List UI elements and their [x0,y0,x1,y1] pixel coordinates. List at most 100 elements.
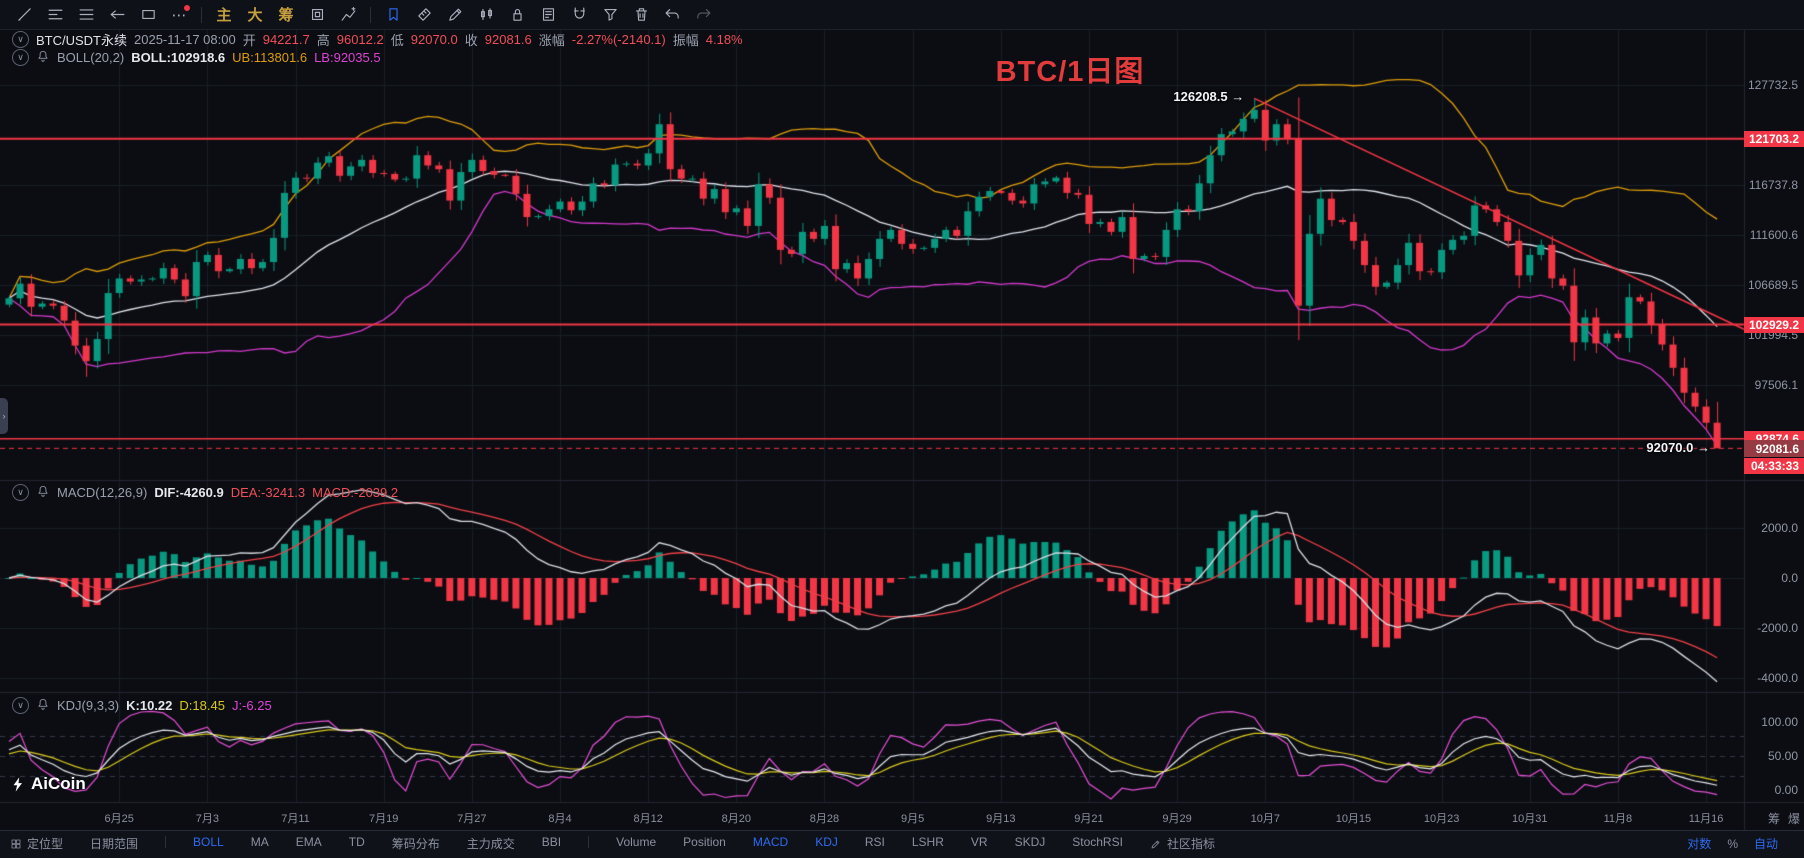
main-chart-button[interactable]: 主 [216,7,232,24]
macd-name[interactable]: MACD(12,26,9) [57,484,148,500]
time-tick-label: 9月21 [1074,813,1104,825]
redo-icon[interactable] [691,3,715,27]
tab-Position[interactable]: Position [683,835,726,849]
tab-MACD[interactable]: MACD [752,835,789,849]
kdj-k-value: K:10.22 [126,697,173,713]
tab-VR[interactable]: VR [970,835,988,849]
open-label: 开 [242,32,256,48]
tab-定位型[interactable]: 定位型 [10,835,63,852]
list-lines-icon[interactable] [74,3,98,27]
collapse-chevron-icon[interactable]: ∨ [12,48,29,66]
bookmark-icon[interactable] [381,3,405,27]
more-icon[interactable]: ⋯ [167,3,191,27]
rect-tool-icon[interactable] [136,3,160,27]
time-axis[interactable]: 6月25 7月3 7月11 7月19 7月27 8月4 8月12 8月20 8月28 9月5 9月1… [0,810,1804,828]
scale-对数[interactable]: 对数 [1687,837,1712,851]
toolbar-separator [201,6,202,23]
close-value: 92081.6 [484,31,532,47]
tab-TD[interactable]: TD [348,835,365,849]
tab-separator [165,836,167,848]
time-tick-label: 7月3 [195,813,219,825]
alarm-bell-icon[interactable] [36,697,50,714]
tab-BOLL[interactable]: BOLL [193,835,224,849]
toolbar-separator [370,6,371,23]
boll-ub-value: UB:113801.6 [232,49,308,65]
boll-name[interactable]: BOLL(20,2) [57,49,125,65]
high-value: 96012.2 [336,31,384,47]
tab-日期范围[interactable]: 日期范围 [90,837,139,851]
scale-自动[interactable]: 自动 [1753,837,1778,851]
polyline-star-icon[interactable] [336,3,360,27]
note-icon[interactable] [536,3,560,27]
tab-BBI[interactable]: BBI [541,835,562,849]
ruler-icon[interactable] [412,3,436,27]
high-label: 高 [316,32,330,48]
tab-LSHR[interactable]: LSHR [911,835,944,849]
change-label: 涨幅 [538,32,565,48]
collapse-chevron-icon[interactable]: ∨ [12,483,29,501]
time-tick-label: 7月11 [281,813,310,825]
tab-社区指标[interactable]: 社区指标 [1150,835,1215,852]
time-tick-label: 10月15 [1335,813,1372,825]
indicator-tab-bar: 定位型 日期范围 BOLL MA EMA TD 筹码分布 主力成交 BBI Volume Posit… [0,830,1804,858]
large-chart-button[interactable]: 大 [247,7,263,24]
tab-KDJ[interactable]: KDJ [815,835,838,849]
macd-hist-value: MACD:-2039.2 [312,484,399,500]
time-tick-label: 10月7 [1250,813,1280,825]
amplitude-label: 振幅 [672,32,699,48]
lock-icon[interactable] [505,3,529,27]
trash-icon[interactable] [629,3,653,27]
macd-dif-value: DIF:-4260.9 [154,484,224,500]
boll-indicator-row: ∨ BOLL(20,2) BOLL:102918.6 UB:113801.6 L… [12,48,381,66]
macd-indicator-row: ∨ MACD(12,26,9) DIF:-4260.9 DEA:-3241.3 … [12,483,399,501]
scale-%[interactable]: % [1727,836,1738,851]
tab-StochRSI[interactable]: StochRSI [1072,835,1123,849]
tab-筹码分布[interactable]: 筹码分布 [391,837,440,851]
chart-title: BTC/1日图 [995,56,1145,88]
left-panel-handle[interactable]: › [0,398,8,434]
tab-MA[interactable]: MA [250,835,269,849]
kdj-name[interactable]: KDJ(9,3,3) [57,697,120,713]
time-tick-label: 8月4 [548,813,572,825]
ray-icon[interactable] [105,3,129,27]
alarm-bell-icon[interactable] [36,484,50,501]
time-tick-label: 10月23 [1423,813,1460,825]
symbol-info-row: ∨ BTC/USDT永续 2025-11-17 08:00 开 94221.7 … [12,30,743,48]
change-value: -2.27%(-2140.1) [571,31,666,47]
tab-RSI[interactable]: RSI [864,835,885,849]
collapse-chevron-icon[interactable]: ∨ [12,696,29,714]
aicoin-watermark: AiCoin [10,774,86,794]
symbol-name[interactable]: BTC/USDT永续 [36,32,128,48]
alarm-bell-icon[interactable] [36,49,50,66]
measure-lines-icon[interactable] [43,3,67,27]
boll-mid-value: BOLL:102918.6 [131,49,226,65]
open-value: 94221.7 [262,31,310,47]
notification-dot [184,4,190,11]
bar-datetime: 2025-11-17 08:00 [134,31,236,47]
axis-toggle-爆[interactable]: 爆 [1788,812,1801,826]
time-tick-label: 10月31 [1512,813,1548,825]
tab-EMA[interactable]: EMA [295,835,322,849]
collapse-chevron-icon[interactable]: ∨ [12,30,29,48]
magnet-icon[interactable] [567,3,591,27]
axis-toggle-筹[interactable]: 筹 [1768,812,1781,826]
time-tick-label: 11月16 [1688,813,1724,825]
tab-主力成交[interactable]: 主力成交 [466,837,515,851]
time-tick-label: 11月8 [1603,813,1633,825]
drawing-toolbar: ⋯ 主大筹 [0,0,1804,30]
chips-button[interactable]: 筹 [278,7,294,24]
template-icon[interactable] [305,3,329,27]
time-tick-label: 7月27 [457,813,487,825]
time-tick-label: 9月5 [901,813,925,825]
undo-icon[interactable] [660,3,684,27]
funnel-icon[interactable] [598,3,622,27]
trendline-icon[interactable] [12,3,36,27]
pencil-icon[interactable] [443,3,467,27]
time-tick-label: 8月12 [633,813,663,825]
time-tick-label: 7月19 [368,813,399,825]
tab-SKDJ[interactable]: SKDJ [1014,835,1046,849]
tab-Volume[interactable]: Volume [616,835,657,849]
pattern-icon[interactable] [474,3,498,27]
